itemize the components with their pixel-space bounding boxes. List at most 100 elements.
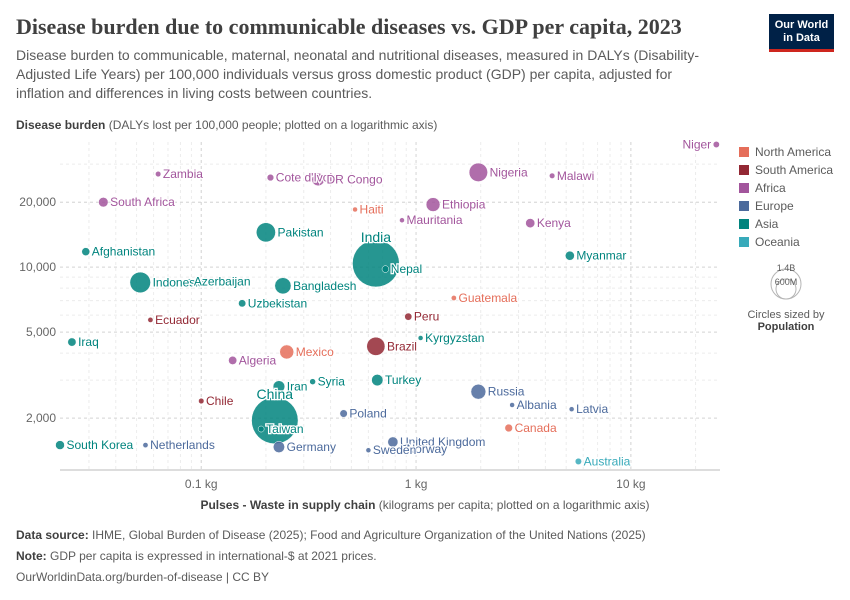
data-point[interactable]: Kyrgyzstan (417, 335, 424, 341)
data-point[interactable]: Sweden (365, 447, 372, 453)
data-point[interactable]: Bangladesh (274, 277, 292, 295)
data-point[interactable]: Norway (399, 446, 405, 452)
data-point[interactable]: Azerbaijan (186, 278, 193, 285)
data-point[interactable]: Netherlands (142, 442, 149, 448)
data-point[interactable]: Canada (504, 423, 513, 433)
source-text: IHME, Global Burden of Disease (2025); F… (88, 528, 646, 542)
data-label: United Kingdom (400, 435, 485, 449)
data-point[interactable]: Ecuador (147, 317, 154, 323)
data-label: Chile (206, 394, 234, 408)
legend-item-africa[interactable]: Africa (739, 179, 833, 197)
data-point[interactable]: Algeria (228, 356, 238, 365)
data-point[interactable]: Turkey (371, 374, 384, 387)
size-legend: 1.4B 600M Circles sized by Population (738, 258, 834, 333)
data-label: Indonesia (153, 275, 205, 289)
data-label: Iran (287, 380, 308, 394)
data-point[interactable]: United Kingdom (387, 436, 399, 448)
data-point[interactable]: India (352, 239, 400, 288)
data-point[interactable]: Iraq (67, 337, 77, 347)
data-point[interactable]: Mauritania (399, 217, 405, 223)
data-point[interactable]: Niger (712, 141, 720, 148)
data-point[interactable]: Myanmar (565, 250, 575, 261)
data-point[interactable]: Syria (309, 378, 316, 385)
data-point[interactable]: Taiwan (257, 425, 265, 433)
legend-item-europe[interactable]: Europe (739, 197, 833, 215)
data-point[interactable]: Haiti (352, 206, 358, 213)
data-point[interactable]: Australia (574, 457, 582, 465)
legend-swatch (739, 147, 749, 157)
data-label: Zambia (163, 167, 203, 181)
y-axis-title-rest: (DALYs lost per 100,000 people; plotted … (105, 118, 438, 132)
data-label: Niger (682, 138, 711, 152)
data-point[interactable]: Afghanistan (81, 247, 91, 256)
y-axis-title: Disease burden (DALYs lost per 100,000 p… (16, 118, 437, 132)
source-link[interactable]: OurWorldinData.org/burden-of-disease (16, 570, 223, 584)
data-label: Ecuador (155, 313, 200, 327)
grid (60, 142, 720, 470)
data-label: Germany (287, 440, 336, 454)
data-point[interactable]: Pakistan (256, 222, 276, 243)
data-point[interactable]: Chile (198, 397, 205, 405)
data-point[interactable]: South Africa (98, 197, 109, 208)
data-point[interactable]: Mexico (279, 344, 294, 360)
logo-line-1: Our World (774, 19, 829, 31)
data-label: Afghanistan (92, 245, 155, 259)
legend-swatch (739, 165, 749, 175)
data-label: Azerbaijan (194, 274, 251, 288)
data-point[interactable]: Russia (470, 384, 487, 400)
logo-bar (769, 49, 834, 52)
data-point[interactable]: Nigeria (468, 162, 488, 182)
owid-logo[interactable]: Our World in Data (769, 14, 834, 52)
size-legend-circles: 1.4B 600M (770, 263, 802, 300)
data-label: Cote d'Ivoire (276, 171, 343, 185)
legend-label: Asia (755, 217, 779, 231)
data-point[interactable]: Indonesia (129, 271, 151, 293)
legend-label: South America (755, 163, 834, 177)
legend-item-oceania[interactable]: Oceania (739, 233, 833, 251)
data-point[interactable]: Peru (404, 312, 413, 321)
legend-item-asia[interactable]: Asia (739, 215, 833, 233)
footer-link: OurWorldinData.org/burden-of-disease | C… (16, 570, 269, 584)
legend-label: Europe (755, 199, 794, 213)
data-point[interactable]: Guatemala (451, 295, 457, 301)
data-label: Albania (517, 398, 557, 412)
data-label: Turkey (385, 373, 421, 387)
x-axis-title: Pulses - Waste in supply chain (kilogram… (0, 498, 850, 512)
data-point[interactable]: South Korea (55, 440, 65, 450)
data-label: Ethiopia (442, 198, 486, 212)
data-point[interactable]: Albania (509, 402, 515, 408)
data-label: Guatemala (459, 291, 518, 305)
data-label: Pakistan (278, 225, 324, 239)
data-point[interactable]: Latvia (568, 406, 575, 412)
data-point[interactable]: Nepal (381, 265, 390, 273)
data-point[interactable]: DR Congo (311, 172, 325, 187)
data-point[interactable]: Zambia (155, 171, 162, 178)
legend-item-south-america[interactable]: South America (739, 161, 833, 179)
data-label: Myanmar (576, 249, 626, 263)
data-point[interactable]: Kenya (525, 218, 536, 228)
data-point[interactable]: Iran (272, 380, 286, 393)
data-point[interactable]: Uzbekistan (238, 299, 247, 308)
data-label: Brazil (387, 339, 417, 353)
data-point[interactable]: Ethiopia (425, 197, 441, 212)
data-label: Malawi (557, 169, 594, 183)
legend-swatch (739, 183, 749, 193)
legend-item-north-america[interactable]: North America (739, 143, 833, 161)
y-tick-label: 20,000 (19, 195, 56, 209)
data-point[interactable]: Cote d'Ivoire (266, 173, 275, 182)
data-point[interactable]: Germany (273, 441, 285, 453)
data-point[interactable]: Brazil (366, 336, 386, 356)
data-label: Taiwan (266, 422, 303, 436)
data-point[interactable]: Malawi (549, 172, 556, 179)
x-tick-label: 0.1 kg (185, 477, 218, 491)
y-tick-label: 10,000 (19, 260, 56, 274)
y-tick-label: 5,000 (26, 325, 56, 339)
footer-note: Note: GDP per capita is expressed in int… (16, 549, 377, 563)
chart-title: Disease burden due to communicable disea… (16, 14, 682, 39)
data-point[interactable]: Poland (339, 409, 348, 418)
data-point[interactable]: China (251, 396, 299, 445)
x-axis-title-bold: Pulses - Waste in supply chain (200, 498, 376, 512)
size-circle-small (775, 278, 797, 300)
